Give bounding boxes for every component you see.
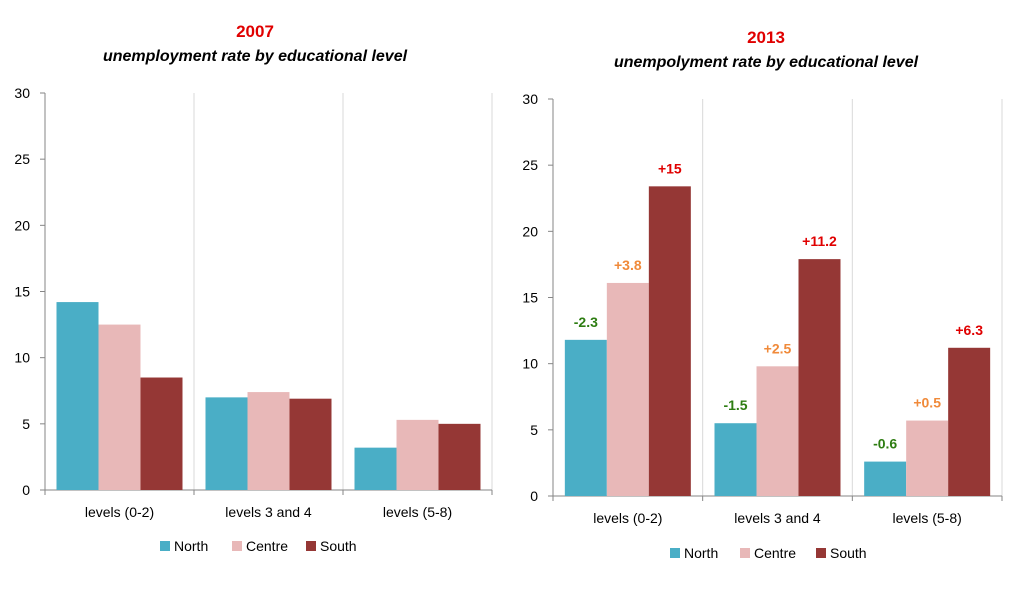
category-label: levels (5-8) [893, 510, 962, 526]
legend-label: North [174, 538, 208, 554]
legend-swatch [670, 548, 680, 558]
data-label: +15 [658, 160, 682, 176]
bar-north [564, 339, 607, 496]
bar-centre [606, 282, 649, 496]
bar-centre [98, 324, 141, 490]
bar-centre [906, 420, 949, 496]
category-label: levels (5-8) [383, 504, 452, 520]
y-tick-label: 25 [522, 157, 538, 173]
bar-centre [247, 392, 290, 490]
y-tick-label: 15 [522, 290, 538, 306]
y-tick-label: 5 [530, 422, 538, 438]
legend-swatch [816, 548, 826, 558]
legend-swatch [740, 548, 750, 558]
y-tick-label: 0 [22, 482, 30, 498]
y-tick-label: 20 [14, 217, 30, 233]
chart-2013-subtitle: unempolyment rate by educational level [614, 54, 919, 71]
legend-label: North [684, 545, 718, 561]
y-tick-label: 20 [522, 223, 538, 239]
bar-north [714, 423, 757, 496]
y-tick-label: 30 [14, 85, 30, 101]
y-tick-label: 15 [14, 284, 30, 300]
category-label: levels (0-2) [593, 510, 662, 526]
bar-south [438, 423, 481, 490]
bar-north [864, 461, 907, 496]
data-label: -2.3 [574, 314, 598, 330]
data-label: +3.8 [614, 257, 642, 273]
data-label: +11.2 [802, 233, 837, 249]
data-label: +2.5 [764, 340, 792, 356]
y-tick-label: 30 [522, 91, 538, 107]
chart-2013-title: 2013 [747, 28, 785, 47]
legend-label: Centre [754, 545, 796, 561]
chart-2007-title: 2007 [236, 22, 274, 41]
y-tick-label: 5 [22, 416, 30, 432]
legend-swatch [306, 541, 316, 551]
bar-north [354, 447, 397, 490]
bar-south [948, 347, 991, 496]
legend-swatch [160, 541, 170, 551]
bar-north [56, 302, 99, 490]
bar-centre [396, 419, 439, 490]
data-label: -1.5 [723, 397, 747, 413]
y-tick-label: 0 [530, 488, 538, 504]
bar-south [798, 259, 841, 496]
category-label: levels 3 and 4 [734, 510, 821, 526]
y-tick-label: 10 [14, 350, 30, 366]
legend-label: South [320, 538, 357, 554]
data-label: -0.6 [873, 436, 897, 452]
legend-swatch [232, 541, 242, 551]
bar-south [648, 186, 691, 496]
legend-label: South [830, 545, 867, 561]
legend-label: Centre [246, 538, 288, 554]
bar-south [289, 398, 332, 490]
bar-centre [756, 366, 799, 496]
bar-south [140, 377, 183, 490]
chart-2007-subtitle: unemployment rate by educational level [103, 48, 408, 65]
bar-north [205, 397, 248, 490]
data-label: +6.3 [955, 322, 983, 338]
category-label: levels (0-2) [85, 504, 154, 520]
data-label: +0.5 [913, 395, 941, 411]
category-label: levels 3 and 4 [225, 504, 312, 520]
y-tick-label: 10 [522, 356, 538, 372]
y-tick-label: 25 [14, 151, 30, 167]
